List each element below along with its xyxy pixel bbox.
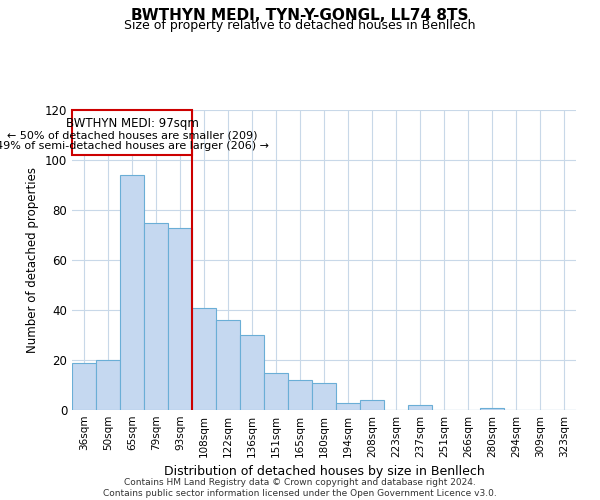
Text: 49% of semi-detached houses are larger (206) →: 49% of semi-detached houses are larger (… <box>0 141 269 151</box>
Bar <box>336 402 360 410</box>
Text: BWTHYN MEDI: 97sqm: BWTHYN MEDI: 97sqm <box>65 118 199 130</box>
Bar <box>216 320 240 410</box>
Bar <box>240 335 264 410</box>
X-axis label: Distribution of detached houses by size in Benllech: Distribution of detached houses by size … <box>164 466 484 478</box>
Text: ← 50% of detached houses are smaller (209): ← 50% of detached houses are smaller (20… <box>7 130 257 140</box>
Bar <box>96 360 120 410</box>
Bar <box>144 222 168 410</box>
Bar <box>408 405 432 410</box>
Text: Size of property relative to detached houses in Benllech: Size of property relative to detached ho… <box>124 19 476 32</box>
Bar <box>312 382 336 410</box>
Bar <box>168 228 192 410</box>
Bar <box>480 408 504 410</box>
Bar <box>120 175 144 410</box>
Bar <box>264 372 288 410</box>
Y-axis label: Number of detached properties: Number of detached properties <box>26 167 39 353</box>
Bar <box>192 308 216 410</box>
Bar <box>360 400 384 410</box>
Bar <box>72 110 192 155</box>
Bar <box>72 362 96 410</box>
Bar <box>288 380 312 410</box>
Text: BWTHYN MEDI, TYN-Y-GONGL, LL74 8TS: BWTHYN MEDI, TYN-Y-GONGL, LL74 8TS <box>131 8 469 22</box>
Text: Contains HM Land Registry data © Crown copyright and database right 2024.
Contai: Contains HM Land Registry data © Crown c… <box>103 478 497 498</box>
